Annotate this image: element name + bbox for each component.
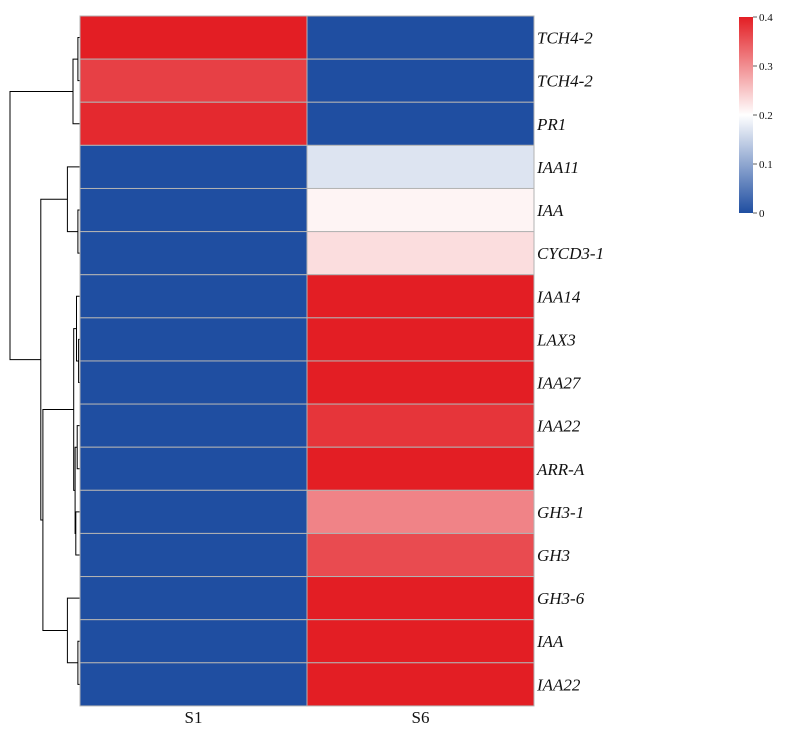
heatmap-cell [79, 576, 308, 621]
heatmap-cell [79, 360, 308, 405]
heatmap-cell [79, 317, 308, 362]
colorbar-tick-label: 0 [759, 208, 765, 220]
dendrogram-branch [9, 90, 73, 361]
heatmap-cell [306, 231, 535, 276]
heatmap-cell [79, 58, 308, 103]
colorbar-gradient [739, 17, 753, 213]
row-label: GH3-1 [537, 503, 584, 522]
heatmap-cell [79, 489, 308, 534]
heatmap-cell [79, 532, 308, 578]
colorbar-tick-label: 0.2 [759, 110, 773, 122]
colorbar-tick-label: 0.4 [759, 12, 773, 24]
row-label: CYCD3-1 [537, 244, 604, 263]
dendrogram-branch [40, 198, 68, 521]
heatmap-cell [306, 187, 535, 233]
heatmap-cell [306, 144, 535, 189]
row-label: TCH4-2 [537, 29, 593, 48]
heatmap-cell [306, 532, 535, 578]
row-label: IAA22 [536, 675, 581, 694]
heatmap-cells [79, 15, 535, 707]
heatmap-cell [306, 619, 535, 664]
dendrogram-branch [75, 511, 80, 556]
row-label: IAA [536, 632, 564, 651]
row-label: IAA27 [536, 374, 582, 393]
colorbar-tick-label: 0.3 [759, 61, 773, 73]
row-label: IAA22 [536, 417, 581, 436]
heatmap-cell [306, 274, 535, 319]
column-labels: S1 S6 [185, 708, 430, 727]
heatmap-cell [79, 662, 308, 707]
heatmap-cell [306, 403, 535, 448]
row-dendrogram [9, 37, 80, 685]
colorbar-tick-label: 0.1 [759, 159, 773, 171]
column-label: S1 [185, 708, 203, 727]
heatmap-cell [306, 489, 535, 534]
row-label: IAA [536, 201, 564, 220]
heatmap-cell [79, 403, 308, 448]
heatmap-cell [306, 317, 535, 362]
heatmap-cell [306, 576, 535, 621]
row-label: PR1 [536, 115, 566, 134]
column-label: S6 [412, 708, 430, 727]
row-label: GH3-6 [537, 589, 585, 608]
heatmap-cell [79, 446, 308, 491]
heatmap-cell [79, 144, 308, 189]
heatmap-cell [306, 101, 535, 146]
heatmap-cell [79, 101, 308, 146]
heatmap-cell [306, 15, 535, 60]
row-label: LAX3 [536, 330, 576, 349]
dendrogram-branch [72, 58, 80, 125]
row-label: TCH4-2 [537, 72, 593, 91]
row-label: GH3 [537, 546, 570, 565]
heatmap-cell [79, 15, 308, 60]
heatmap-cell [79, 274, 308, 319]
row-labels: TCH4-2 TCH4-2 PR1 IAA11 IAA CYCD3-1 IAA14 LAX3 I… [536, 29, 604, 695]
row-label: IAA14 [536, 287, 581, 306]
dendrogram-branch [42, 408, 74, 631]
heatmap-cell [306, 662, 535, 707]
row-label: ARR-A [536, 460, 585, 479]
row-label: IAA11 [536, 158, 579, 177]
colorbar: 0 0.1 0.2 0.3 0.4 [739, 12, 773, 220]
heatmap-cell [79, 619, 308, 664]
heatmap-cell [306, 58, 535, 103]
heatmap-cell [79, 231, 308, 276]
heatmap-cell [306, 446, 535, 491]
heatmap-cell [79, 187, 308, 233]
heatmap-cell [306, 360, 535, 405]
